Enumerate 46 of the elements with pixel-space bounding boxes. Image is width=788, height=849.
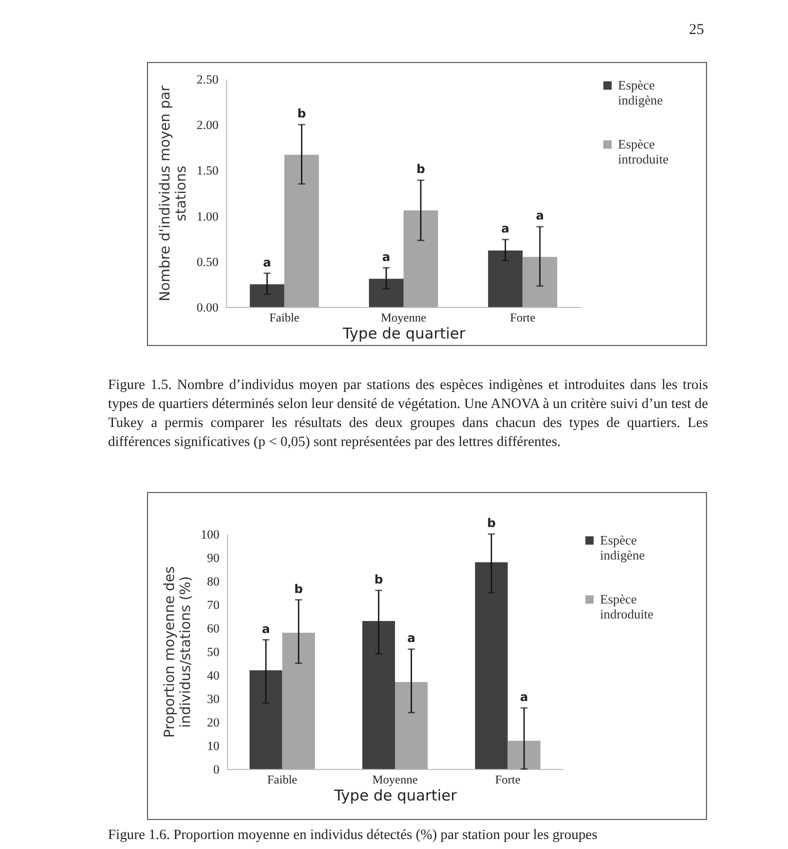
- y-tick-label: 100: [200, 528, 220, 542]
- x-axis-title: Type de quartier: [333, 786, 458, 804]
- caption: Figure 1.5. Nombre d’individus moyen par stations des espèces indigènes et introduites dans les trois types de quartiers déterminés selon leur densité de végétation. Une ANOVA à un critère suivi d’un test de Tukey a permis comparer les résultats des deux groupes dans chacun des types de quartiers. Les différences significatives (p < 0,05) sont représentées par des lettres différentes.: [108, 376, 708, 452]
- y-tick-label: 90: [207, 551, 220, 565]
- x-tick-label: Moyenne: [372, 772, 418, 786]
- data-label: b: [487, 516, 496, 530]
- data-label: b: [294, 582, 304, 596]
- data-label: a: [262, 622, 270, 636]
- y-tick-label: 10: [207, 739, 220, 753]
- legend-label: Espèce indroduite: [600, 592, 654, 622]
- legend-label: Espèce introduite: [618, 136, 669, 166]
- y-axis-title: Proportion moyenne des individus/stations (%): [162, 566, 194, 738]
- data-label: b: [297, 106, 306, 121]
- y-tick-label: 0: [213, 762, 220, 776]
- y-axis-title: Nombre d'individus moyen par stations: [158, 85, 190, 302]
- y-tick-label: 1.00: [196, 209, 218, 224]
- y-tick-label: 20: [207, 716, 220, 730]
- data-label: a: [501, 222, 510, 236]
- caption: Figure 1.6. Proportion moyenne en individus détectés (%) par station pour les groupes: [108, 826, 598, 845]
- x-tick-label: Moyenne: [380, 310, 426, 324]
- x-tick-label: Forte: [495, 772, 520, 786]
- x-tick-label: Forte: [510, 310, 536, 324]
- legend-label: Espèce indigène: [618, 78, 663, 108]
- y-tick-label: 70: [207, 598, 220, 612]
- text: 25: [689, 22, 704, 39]
- y-tick-label: 40: [207, 668, 220, 682]
- data-label: a: [536, 208, 544, 223]
- data-label: a: [407, 631, 416, 646]
- y-tick-label: 2.50: [196, 72, 218, 86]
- legend-label: Espèce indigène: [600, 532, 645, 562]
- x-tick-label: Faible: [267, 772, 298, 786]
- data-label: a: [382, 250, 390, 264]
- y-tick-label: 80: [207, 574, 220, 588]
- data-label: a: [520, 690, 528, 704]
- y-tick-label: 60: [207, 622, 220, 636]
- y-tick-label: 1.50: [196, 164, 218, 178]
- data-label: b: [416, 162, 426, 176]
- y-tick-label: 30: [207, 692, 220, 706]
- y-tick-label: 0.50: [196, 254, 218, 269]
- x-axis-title: Type de quartier: [342, 324, 466, 342]
- x-tick-label: Faible: [269, 310, 300, 324]
- y-tick-label: 2.00: [196, 118, 218, 132]
- y-tick-label: 50: [207, 645, 220, 659]
- y-tick-label: 0.00: [196, 300, 218, 314]
- data-label: a: [263, 255, 272, 270]
- data-label: b: [374, 572, 384, 586]
